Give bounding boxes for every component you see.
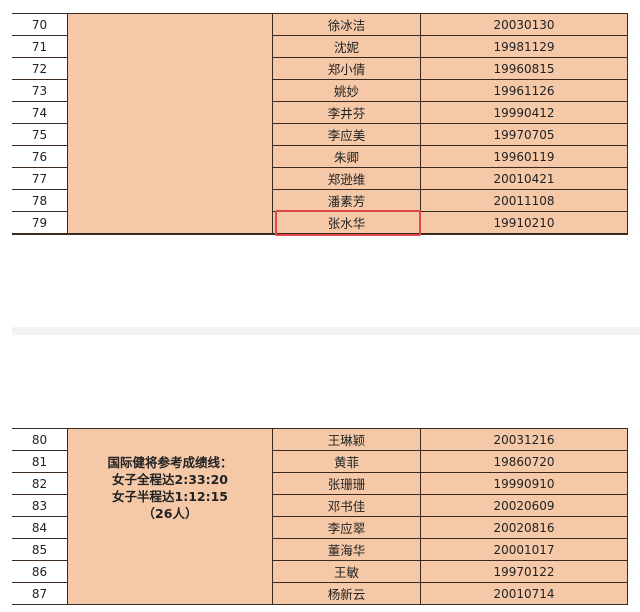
athlete-name: 张水华: [272, 210, 421, 236]
athlete-table-bottom: 80 国际健将参考成绩线： 女子全程达2:33:20 女子半程达1:12:15 （26人…: [12, 428, 628, 605]
athlete-name: 李井芬: [272, 101, 421, 124]
athlete-name-text: 张珊珊: [327, 477, 366, 492]
row-number: 70: [12, 13, 68, 36]
birth-date: 20011108: [420, 189, 628, 212]
birth-date: 19970705: [420, 123, 628, 146]
athlete-name-text: 姚妙: [333, 84, 359, 99]
table-row: 78 潘素芳 20011108: [12, 189, 628, 212]
athlete-name: 朱卿: [272, 145, 421, 168]
table-row: 82 张珊珊 19990910: [12, 472, 628, 495]
athlete-name-text: 沈妮: [333, 40, 359, 55]
athlete-name: 张珊珊: [272, 472, 421, 495]
birth-date: 20020816: [420, 516, 628, 539]
athlete-name-text: 徐冰洁: [327, 18, 366, 33]
athlete-name: 姚妙: [272, 79, 421, 102]
row-number: 71: [12, 35, 68, 58]
athlete-name: 董海华: [272, 538, 421, 561]
birth-date: 20020609: [420, 494, 628, 517]
athlete-name: 李应翠: [272, 516, 421, 539]
athlete-name: 王琳颖: [272, 428, 421, 451]
table-row: 75 李应美 19970705: [12, 123, 628, 146]
group-count: （26人）: [142, 506, 198, 521]
row-number: 85: [12, 538, 68, 561]
table-row: 77 郑逊维 20010421: [12, 167, 628, 190]
birth-date: 19960119: [420, 145, 628, 168]
row-number: 79: [12, 211, 68, 235]
table-row: 72 郑小倩 19960815: [12, 57, 628, 80]
row-number: 75: [12, 123, 68, 146]
athlete-table-top: 70 徐冰洁 20030130 71 沈妮 19981129 72 郑小倩 19960815 73…: [12, 13, 628, 236]
row-number: 77: [12, 167, 68, 190]
athlete-name: 李应美: [272, 123, 421, 146]
table-row: 85 董海华 20001017: [12, 538, 628, 561]
birth-date: 19860720: [420, 450, 628, 473]
athlete-name: 邓书佳: [272, 494, 421, 517]
group-cell: [67, 13, 273, 235]
athlete-name: 黄菲: [272, 450, 421, 473]
athlete-name-text: 郑逊维: [327, 172, 366, 187]
athlete-name: 郑小倩: [272, 57, 421, 80]
birth-date: 20001017: [420, 538, 628, 561]
athlete-name: 杨新云: [272, 582, 421, 605]
athlete-name: 王敏: [272, 560, 421, 583]
athlete-name-text: 李应美: [327, 128, 366, 143]
athlete-name-text: 朱卿: [333, 150, 359, 165]
athlete-name-text: 王敏: [333, 565, 359, 580]
birth-date: 19910210: [420, 211, 628, 235]
birth-date: 19970122: [420, 560, 628, 583]
table-row: 73 姚妙 19961126: [12, 79, 628, 102]
row-number: 73: [12, 79, 68, 102]
row-number: 82: [12, 472, 68, 495]
table-row: 70 徐冰洁 20030130: [12, 13, 628, 235]
birth-date: 20030130: [420, 13, 628, 36]
birth-date: 19981129: [420, 35, 628, 58]
athlete-name-text: 邓书佳: [327, 499, 366, 514]
birth-date: 19961126: [420, 79, 628, 102]
athlete-name: 沈妮: [272, 35, 421, 58]
athlete-name-text: 黄菲: [333, 455, 359, 470]
athlete-name-text: 王琳颖: [327, 433, 366, 448]
table-row: 83 邓书佳 20020609: [12, 494, 628, 517]
athlete-name: 徐冰洁: [272, 13, 421, 36]
athlete-name-text: 郑小倩: [327, 62, 366, 77]
table-row: 76 朱卿 19960119: [12, 145, 628, 168]
row-number: 84: [12, 516, 68, 539]
athlete-name-text: 张水华: [327, 216, 366, 231]
birth-date: 20031216: [420, 428, 628, 451]
athlete-name-text: 李井芬: [327, 106, 366, 121]
athlete-name-text: 杨新云: [327, 587, 366, 602]
row-number: 76: [12, 145, 68, 168]
birth-date: 20010421: [420, 167, 628, 190]
row-number: 83: [12, 494, 68, 517]
row-number: 87: [12, 582, 68, 605]
row-number: 72: [12, 57, 68, 80]
highlight-box: [275, 210, 421, 236]
table-row: 84 李应翠 20020816: [12, 516, 628, 539]
row-number: 74: [12, 101, 68, 124]
table-row: 74 李井芬 19990412: [12, 101, 628, 124]
group-half-marathon: 女子半程达1:12:15: [112, 489, 228, 504]
row-number: 80: [12, 428, 68, 451]
group-title: 国际健将参考成绩线：: [107, 455, 233, 470]
page-separator: [12, 327, 640, 335]
athlete-name-text: 董海华: [327, 543, 366, 558]
table-row: 79 张水华 19910210: [12, 210, 628, 236]
table-row: 87 杨新云 20010714: [12, 582, 628, 605]
row-number: 86: [12, 560, 68, 583]
athlete-name-text: 李应翠: [327, 521, 366, 536]
athlete-name-text: 潘素芳: [327, 194, 366, 209]
group-full-marathon: 女子全程达2:33:20: [112, 472, 228, 487]
table-row: 80 国际健将参考成绩线： 女子全程达2:33:20 女子半程达1:12:15 （26人…: [12, 428, 628, 605]
birth-date: 19990412: [420, 101, 628, 124]
row-number: 78: [12, 189, 68, 212]
birth-date: 20010714: [420, 582, 628, 605]
row-number: 81: [12, 450, 68, 473]
group-cell: 国际健将参考成绩线： 女子全程达2:33:20 女子半程达1:12:15 （26人）: [67, 428, 273, 605]
birth-date: 19990910: [420, 472, 628, 495]
birth-date: 19960815: [420, 57, 628, 80]
table-row: 71 沈妮 19981129: [12, 35, 628, 58]
athlete-name: 郑逊维: [272, 167, 421, 190]
athlete-name: 潘素芳: [272, 189, 421, 212]
